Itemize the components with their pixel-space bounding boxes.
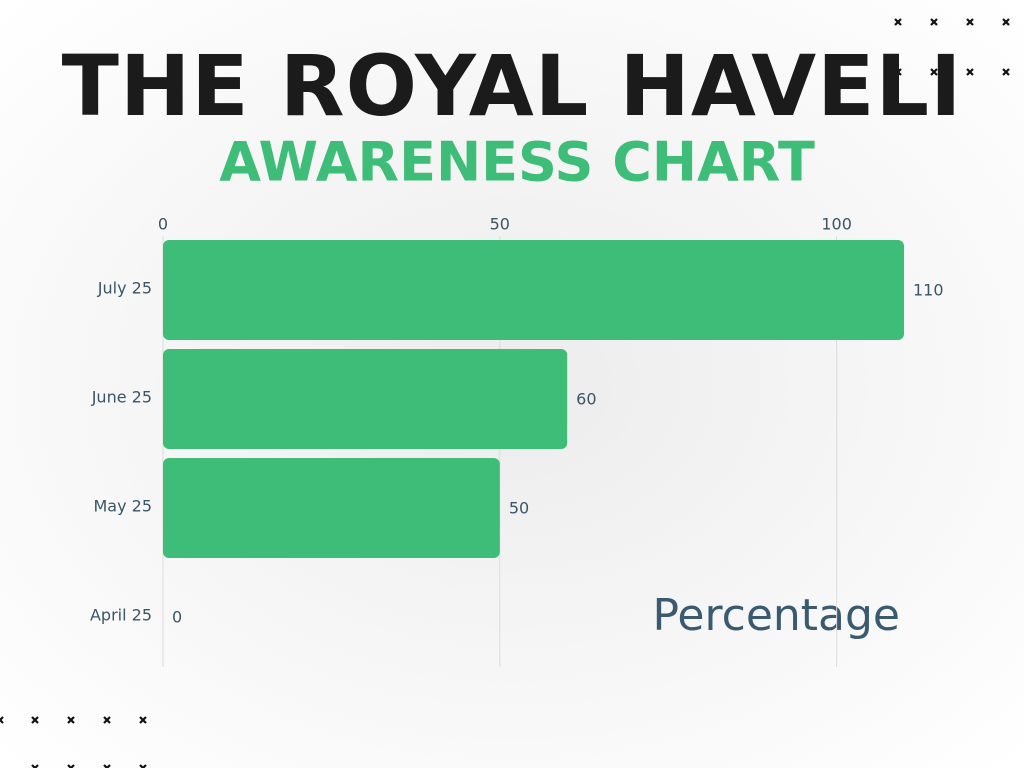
y-tick-label: May 25 — [93, 497, 152, 516]
value-label: 110 — [913, 281, 944, 300]
bar — [163, 458, 500, 558]
chart-title: THE ROYAL HAVELI — [62, 37, 963, 135]
bar — [163, 349, 568, 449]
chart-subtitle: AWARENESS CHART — [219, 131, 815, 194]
value-label: 50 — [509, 499, 529, 518]
x-tick-label: 50 — [490, 215, 510, 234]
plot-area: 0 50 100 July 25 110 June 25 60 May 25 50 April 2… — [90, 215, 944, 667]
y-tick-label: June 25 — [91, 388, 152, 407]
x-axis-label: Percentage — [652, 590, 900, 641]
y-tick-label: April 25 — [90, 606, 152, 625]
x-tick-label: 0 — [158, 215, 168, 234]
decorative-crosses — [0, 18, 1010, 768]
x-tick-label: 100 — [821, 215, 852, 234]
y-tick-label: July 25 — [97, 279, 152, 298]
value-label: 60 — [576, 390, 596, 409]
value-label: 0 — [172, 608, 182, 627]
bar — [163, 240, 904, 340]
